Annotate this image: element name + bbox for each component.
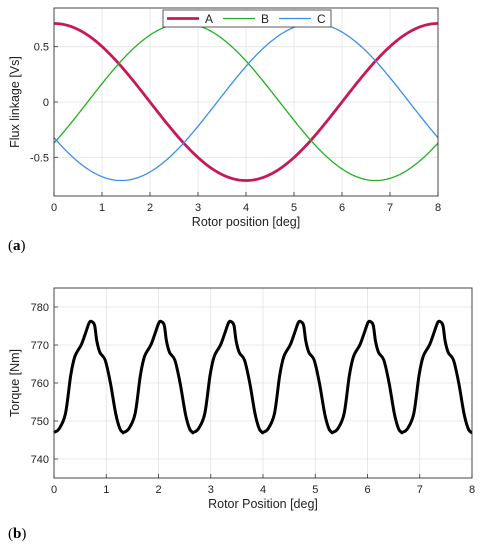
- chart-b-ytick-label-1: 750: [31, 416, 49, 428]
- chart-b-xtick-label-5: 5: [312, 484, 318, 496]
- chart-b-ytick-label-0: 740: [31, 454, 49, 466]
- chart-a-xtick-label-5: 5: [291, 202, 297, 214]
- chart-b-xtick-label-8: 8: [469, 484, 475, 496]
- chart-b-frame: [53, 287, 473, 479]
- chart-b-xtick-label-1: 1: [103, 484, 109, 496]
- chart-b-ylabel: Torque [Nm]: [8, 349, 22, 417]
- chart-b-xtick-label-0: 0: [51, 484, 57, 496]
- legend-label-b: B: [261, 12, 269, 26]
- chart-b-xlabel: Rotor Position [deg]: [208, 497, 318, 511]
- series-c-line: [53, 22, 439, 182]
- legend-label-a: A: [205, 12, 213, 26]
- flux-linkage-chart: 0 1 2 3 4 5 6 7 8 -0.5 0 0.5 Rotor position [deg] Flu…: [8, 7, 441, 229]
- chart-a-xtick-label-6: 6: [339, 202, 345, 214]
- chart-b-ytick-label-3: 770: [31, 340, 49, 352]
- chart-b-xtick-label-7: 7: [417, 484, 423, 496]
- chart-a-ytick-label-0: -0.5: [30, 152, 49, 164]
- chart-b-xtick-label-6: 6: [364, 484, 370, 496]
- panel-b-label: (b): [8, 526, 27, 542]
- chart-a-xtick-label-3: 3: [195, 202, 201, 214]
- chart-a-xtick-label-2: 2: [147, 202, 153, 214]
- chart-a-xtick-label-4: 4: [243, 202, 249, 214]
- chart-a-legend: A B C: [162, 9, 332, 28]
- chart-b-ytick-label-4: 780: [31, 302, 49, 314]
- chart-a-xtick-label-7: 7: [387, 202, 393, 214]
- chart-b-xtick-label-2: 2: [155, 484, 161, 496]
- chart-a-frame: [53, 7, 439, 197]
- panel-a-label: (a): [8, 238, 26, 254]
- series-a-line: [53, 22, 439, 182]
- chart-a-ylabel: Flux linkage [Vs]: [8, 56, 22, 148]
- torque-series-line: [53, 319, 474, 435]
- torque-chart: 0 1 2 3 4 5 6 7 8 740 750 760 770 780 Rotor Position […: [8, 287, 475, 511]
- chart-a-ytick-label-1: 0: [43, 97, 49, 109]
- legend-label-c: C: [317, 12, 326, 26]
- series-b-line: [53, 22, 439, 182]
- chart-b-xtick-label-3: 3: [208, 484, 214, 496]
- chart-b-xtick-label-4: 4: [260, 484, 266, 496]
- chart-a-xtick-label-1: 1: [99, 202, 105, 214]
- chart-a-xtick-label-0: 0: [51, 202, 57, 214]
- chart-a-xtick-label-8: 8: [435, 202, 441, 214]
- chart-a-ytick-label-2: 0.5: [34, 42, 49, 54]
- chart-a-xlabel: Rotor position [deg]: [192, 215, 300, 229]
- chart-b-ytick-label-2: 760: [31, 378, 49, 390]
